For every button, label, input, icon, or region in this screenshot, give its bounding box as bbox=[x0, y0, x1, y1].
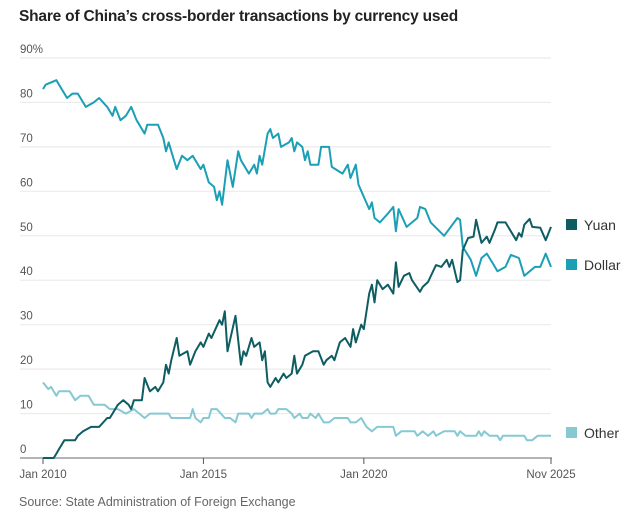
y-tick-label: 20 bbox=[20, 355, 33, 367]
legend-label-other: Other bbox=[584, 425, 619, 441]
legend-label-dollar: Dollar bbox=[584, 257, 621, 273]
y-tick-label: 30 bbox=[20, 311, 33, 323]
chart-title: Share of China’s cross-border transactio… bbox=[19, 8, 458, 25]
series-line-yuan bbox=[43, 217, 552, 459]
y-tick-label: 70 bbox=[20, 133, 33, 145]
y-tick-label: 0 bbox=[20, 444, 26, 456]
legend-swatch-yuan bbox=[566, 219, 577, 230]
legend-label-yuan: Yuan bbox=[584, 217, 616, 233]
y-tick-label: 40 bbox=[20, 266, 33, 278]
legend-swatch-dollar bbox=[566, 259, 577, 270]
series-line-dollar bbox=[42, 79, 552, 277]
y-tick-label: 60 bbox=[20, 177, 33, 189]
y-tick-label: 80 bbox=[20, 88, 33, 100]
y-tick-label: 90% bbox=[20, 44, 43, 56]
x-tick-label: Jan 2020 bbox=[340, 469, 387, 481]
x-tick-label: Jan 2015 bbox=[180, 469, 227, 481]
y-tick-label: 10 bbox=[20, 400, 33, 412]
x-tick-label: Nov 2025 bbox=[526, 469, 575, 481]
source-note: Source: State Administration of Foreign … bbox=[19, 495, 296, 509]
series-line-other bbox=[42, 381, 551, 442]
legend-swatch-other bbox=[566, 427, 577, 438]
x-tick-label: Jan 2010 bbox=[19, 469, 66, 481]
y-tick-label: 50 bbox=[20, 222, 33, 234]
